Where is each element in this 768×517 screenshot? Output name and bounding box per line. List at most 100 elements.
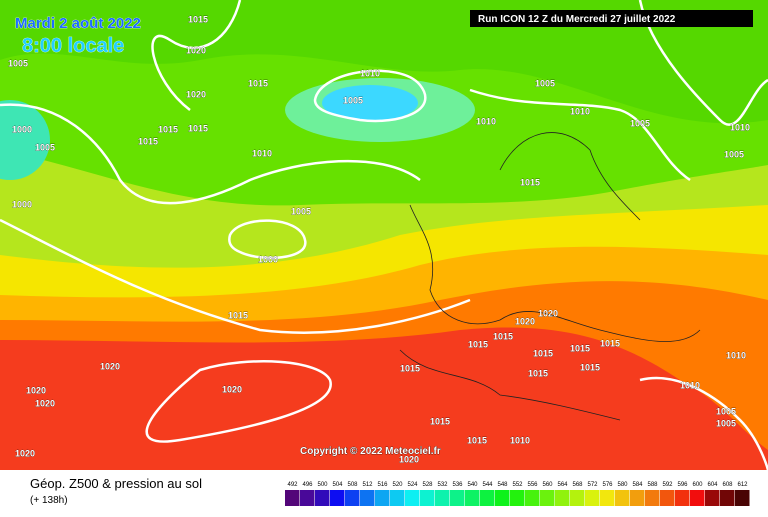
isobar-label: 1010 (680, 380, 700, 390)
colorbar-cell (330, 490, 345, 506)
isobars-lines (0, 0, 768, 471)
colorbar-cell (435, 490, 450, 506)
isobar-label: 1020 (100, 361, 120, 371)
isobar-label: 1010 (570, 106, 590, 116)
colorbar-tick-label: 496 (302, 482, 313, 488)
isobar-label: 1010 (726, 350, 746, 360)
colorbar-tick-label: 540 (467, 482, 478, 488)
low-west (0, 100, 50, 180)
isobar-label: 1010 (730, 122, 750, 132)
footer-lead: (+ 138h) (30, 495, 68, 506)
colorbar-cell (600, 490, 615, 506)
isobar-label: 1005 (291, 206, 311, 216)
colorbar-cell (720, 490, 735, 506)
colorbar-tick-label: 556 (527, 482, 538, 488)
run-box (470, 10, 753, 27)
isobar-labels: 1015 1020 1005 1010 1005 1005 1015 1020 1010 1010… (8, 14, 750, 464)
colorbar-tick-label: 548 (497, 482, 508, 488)
colorbar-tick-label: 512 (362, 482, 373, 488)
isobar-line (469, 88, 691, 182)
colorbar-tick-label: 592 (662, 482, 673, 488)
colorbar-tick-label: 568 (572, 482, 583, 488)
isobar-label: 1020 (538, 308, 558, 318)
isobar-label: 1015 (600, 338, 620, 348)
colorbar-tick-label: 532 (437, 482, 448, 488)
isobar-label: 1015 (158, 124, 178, 134)
colorbar-cell (450, 490, 465, 506)
colorbar-tick-label: 516 (377, 482, 388, 488)
colorbar-cell (375, 490, 390, 506)
colorbar-tick-label: 580 (617, 482, 628, 488)
colorbar-cell (510, 490, 525, 506)
colorbar-tick-label: 536 (452, 482, 463, 488)
isobar-label: 1015 (430, 416, 450, 426)
isobar-label: 1020 (399, 454, 419, 464)
isobar-line (0, 218, 471, 334)
isobar-label: 1020 (35, 398, 55, 408)
colorbar-cell (735, 490, 750, 506)
isobar-label: 1010 (360, 68, 380, 78)
colorbar-cell (315, 490, 330, 506)
isobar-label: 1015 (138, 136, 158, 146)
isobar-label: 1015 (493, 331, 513, 341)
colorbar-tick-label: 608 (722, 482, 733, 488)
isobar-label: 1005 (8, 58, 28, 68)
band-red (0, 327, 768, 470)
isobar-label: 1010 (252, 148, 272, 158)
colorbar-tick-label: 572 (587, 482, 598, 488)
isobar-label: 1005 (716, 406, 736, 416)
colorbar-tick-label: 492 (287, 482, 298, 488)
coastline (409, 204, 701, 342)
colorbar-cell (645, 490, 660, 506)
isobar-label: 1020 (186, 89, 206, 99)
isobar-label: 1015 (468, 339, 488, 349)
isobar-label: 1000 (12, 199, 32, 209)
colorbar-cell (525, 490, 540, 506)
colorbar-cell (495, 490, 510, 506)
isobar-line (145, 360, 332, 443)
isobar-label: 1015 (228, 310, 248, 320)
colorbar-tick-label: 552 (512, 482, 523, 488)
colorbar-tick-label: 588 (647, 482, 658, 488)
isobar-line (313, 69, 427, 123)
colorbar-tick-label: 584 (632, 482, 643, 488)
isobar-label: 1005 (716, 418, 736, 428)
isobar-label: 1015 (533, 348, 553, 358)
isobar-line (638, 0, 768, 126)
colorbar: 492 496 500 504 508 512 516 520 524 528 532 536 540 5… (285, 482, 750, 506)
isobar-label: 1020 (15, 448, 35, 458)
colorbar-tick-label: 524 (407, 482, 418, 488)
colorbar-tick-label: 612 (737, 482, 748, 488)
colorbar-cell (630, 490, 645, 506)
isobar-label: 1015 (528, 368, 548, 378)
isobar-label: 1005 (630, 118, 650, 128)
colorbar-cell (570, 490, 585, 506)
isobar-label: 1015 (467, 435, 487, 445)
colorbar-tick-label: 508 (347, 482, 358, 488)
colorbar-cell (705, 490, 720, 506)
isobar-label: 1015 (570, 343, 590, 353)
isobar-label: 1015 (188, 123, 208, 133)
isobar-label: 1020 (26, 385, 46, 395)
colorbar-tick-label: 600 (692, 482, 703, 488)
isobar-label: 1010 (476, 116, 496, 126)
isobar-label: 1000 (12, 124, 32, 134)
colorbar-cell (690, 490, 705, 506)
colorbar-cell (285, 490, 300, 506)
colorbar-tick-label: 596 (677, 482, 688, 488)
isobar-label: 1005 (535, 78, 555, 88)
isobar-label: 1005 (724, 149, 744, 159)
run-info: Run ICON 12 Z du Mercredi 27 juillet 202… (478, 14, 676, 25)
isobar-line (228, 219, 307, 260)
copyright: Copyright © 2022 Meteociel.fr (300, 446, 441, 457)
colorbar-cell (405, 490, 420, 506)
colorbar-tick-label: 604 (707, 482, 718, 488)
isobar-label: 1020 (222, 384, 242, 394)
colorbar-cell (540, 490, 555, 506)
colorbar-tick-label: 576 (602, 482, 613, 488)
isobar-label: 1010 (510, 435, 530, 445)
isobar-label: 1015 (188, 14, 208, 24)
colorbar-tick-label: 528 (422, 482, 433, 488)
isobar-label: 1015 (248, 78, 268, 88)
